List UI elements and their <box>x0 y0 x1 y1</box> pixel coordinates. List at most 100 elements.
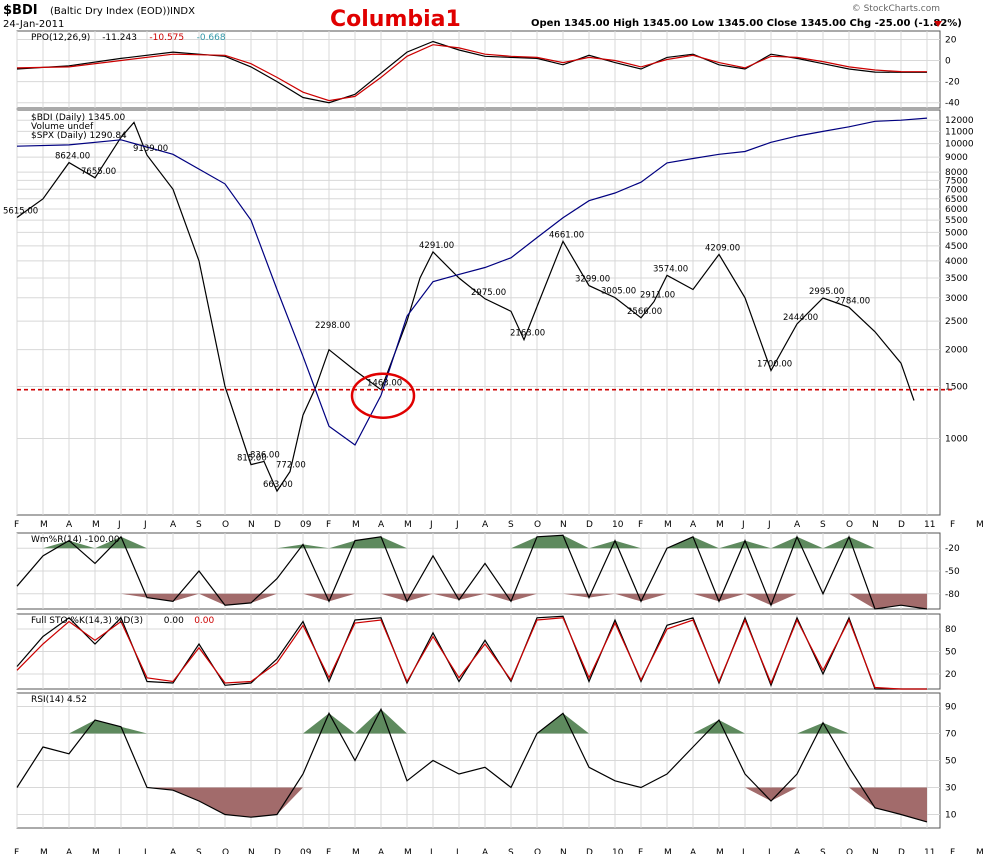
y-tick-label: 2000 <box>945 346 968 356</box>
x-tick-label: S <box>508 848 514 854</box>
y-tick-label: 7000 <box>945 185 968 195</box>
y-tick-label: 5500 <box>945 216 968 226</box>
y-tick-label: 2500 <box>945 317 968 327</box>
y-tick-label: 6500 <box>945 195 968 205</box>
price-annotation: 3299.00 <box>575 275 610 285</box>
series-line-1 <box>16 117 928 446</box>
x-tick-label: J <box>455 520 459 530</box>
price-annotation: 2911.00 <box>640 291 675 301</box>
x-tick-label: O <box>846 848 853 854</box>
x-tick-label: 11 <box>924 520 935 530</box>
x-tick-label: D <box>274 520 281 530</box>
x-tick-label: D <box>586 848 593 854</box>
panel-label-value: 0.00 <box>194 616 214 626</box>
x-tick-label: A <box>378 520 385 530</box>
x-tick-label: F <box>326 520 331 530</box>
exchange-label: INDX <box>170 6 195 17</box>
x-tick-label: J <box>143 520 147 530</box>
x-tick-label: A <box>794 848 801 854</box>
x-tick-label: N <box>872 520 879 530</box>
x-tick-label: M <box>976 520 984 530</box>
x-tick-label: O <box>534 520 541 530</box>
panel-label: Wm%R(14) -100.00 <box>31 535 120 545</box>
x-tick-label: J <box>767 848 771 854</box>
price-annotation: 2995.00 <box>809 287 844 297</box>
price-annotation: 2163.00 <box>510 329 545 339</box>
x-tick-label: N <box>560 848 567 854</box>
series-line-0 <box>16 615 927 690</box>
x-tick-label: A <box>690 520 697 530</box>
x-tick-label: M <box>40 848 48 854</box>
x-tick-label: S <box>196 848 202 854</box>
price-annotation: 2784.00 <box>835 296 870 306</box>
x-tick-label: F <box>950 520 955 530</box>
price-annotation: 4291.00 <box>419 241 454 251</box>
price-annotation: 2975.00 <box>471 288 506 298</box>
price-annotation: 4209.00 <box>705 243 740 253</box>
x-tick-label: 11 <box>924 848 935 854</box>
y-tick-label: 50 <box>945 757 957 767</box>
y-tick-label: 1500 <box>945 383 968 393</box>
price-annotation: 1463.00 <box>367 379 402 389</box>
series-line-1 <box>16 617 927 690</box>
x-tick-label: J <box>455 848 459 854</box>
series-line-0 <box>16 121 915 493</box>
y-tick-label: 90 <box>945 703 957 713</box>
x-tick-label: F <box>326 848 331 854</box>
overbought-area <box>17 709 927 734</box>
x-tick-label: A <box>170 520 177 530</box>
x-tick-label: F <box>14 520 19 530</box>
y-tick-label: 20 <box>945 35 957 45</box>
highlight-circle <box>350 372 416 419</box>
x-tick-label: D <box>898 848 905 854</box>
x-tick-label: F <box>638 848 643 854</box>
legend-entry: Volume undef <box>31 122 94 132</box>
x-tick-label: A <box>690 848 697 854</box>
panel-rsi: 90 70 50 30 10 RSI(14) 4.52 <box>16 692 957 829</box>
panel-label-value: -11.243 <box>102 33 137 43</box>
x-tick-label: D <box>898 520 905 530</box>
y-tick-label: 3000 <box>945 294 968 304</box>
panel-label: RSI(14) 4.52 <box>31 695 87 705</box>
x-tick-label: S <box>508 520 514 530</box>
legend-entry: $BDI (Daily) 1345.00 <box>31 113 125 123</box>
y-tick-label: 3500 <box>945 274 968 284</box>
x-tick-label: A <box>482 848 489 854</box>
x-tick-label: M <box>352 848 360 854</box>
price-annotation: 3005.00 <box>601 287 636 297</box>
price-annotation: 2298.00 <box>315 321 350 331</box>
legend-entry: $SPX (Daily) 1290.84 <box>31 131 127 141</box>
x-tick-label: S <box>820 848 826 854</box>
down-triangle-icon <box>934 21 942 27</box>
x-tick-label: M <box>664 520 672 530</box>
x-tick-label: N <box>560 520 567 530</box>
x-tick-label: F <box>638 520 643 530</box>
y-tick-label: 12000 <box>945 116 974 126</box>
y-tick-label: 10000 <box>945 140 974 150</box>
x-tick-label: D <box>274 848 281 854</box>
y-tick-label: 50 <box>945 648 957 658</box>
x-tick-label: A <box>794 520 801 530</box>
quote-summary: Open 1345.00 High 1345.00 Low 1345.00 Cl… <box>531 18 962 29</box>
x-tick-label: A <box>378 848 385 854</box>
x-tick-label: J <box>117 848 121 854</box>
x-tick-label: M <box>404 848 412 854</box>
panel-price: 1200011000100009000800075007000650060005… <box>3 109 974 516</box>
chart-date: 24-Jan-2011 <box>3 19 64 30</box>
x-tick-label: M <box>40 520 48 530</box>
panel-label-value: 0.00 <box>164 616 184 626</box>
symbol-label: $BDI <box>3 3 38 18</box>
y-tick-label: 5000 <box>945 228 968 238</box>
x-tick-label: O <box>222 848 229 854</box>
x-tick-label: O <box>222 520 229 530</box>
watermark: © StockCharts.com <box>852 4 940 14</box>
x-tick-label: N <box>872 848 879 854</box>
panel-label: Full STO %K(14,3) %D(3) <box>31 616 143 626</box>
x-tick-label: 09 <box>300 848 312 854</box>
panel-label: PPO(12,26,9) <box>31 33 90 43</box>
x-tick-label: A <box>482 520 489 530</box>
x-tick-label: O <box>534 848 541 854</box>
y-tick-label: 7500 <box>945 176 968 186</box>
x-tick-label: J <box>767 520 771 530</box>
